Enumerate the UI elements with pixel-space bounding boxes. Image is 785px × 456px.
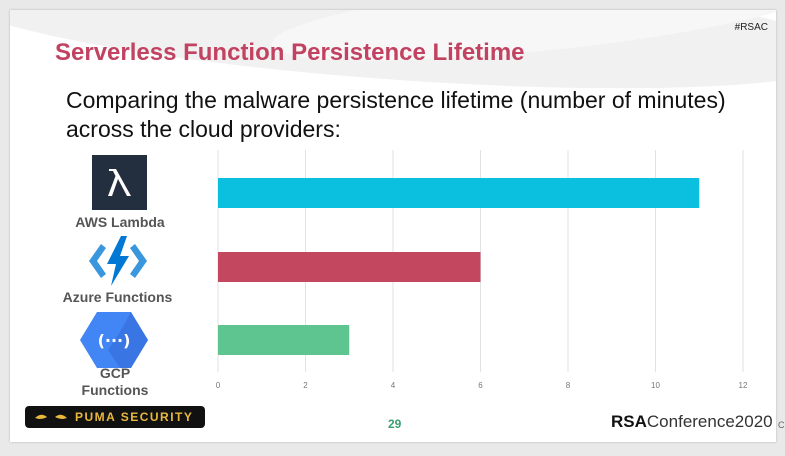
x-tick-label: 12 <box>739 381 748 390</box>
x-tick-label: 4 <box>391 381 396 390</box>
aws-lambda-icon <box>92 155 147 210</box>
rsa-conference-logo: RSAConference2020 <box>611 412 773 432</box>
puma-cat-icon <box>35 414 67 419</box>
svg-text:(···): (···) <box>98 331 131 350</box>
provider-label-azure: Azure Functions <box>62 289 173 305</box>
provider-label-aws: AWS Lambda <box>75 214 165 230</box>
x-tick-label: 8 <box>566 381 571 390</box>
page-number: 29 <box>388 417 402 431</box>
rsa-text: RSA <box>611 412 647 431</box>
edge-mark: C <box>778 420 785 430</box>
bars <box>218 178 700 355</box>
conference-text: Conference2020 <box>646 412 773 431</box>
x-tick-label: 0 <box>216 381 221 390</box>
x-tick-label: 10 <box>651 381 660 390</box>
slide-subtitle: Comparing the malware persistence lifeti… <box>66 87 726 142</box>
slide-title: Serverless Function Persistence Lifetime <box>55 39 525 66</box>
slide: #RSAC Serverless Function Persistence Li… <box>10 10 776 442</box>
puma-security-text: PUMA SECURITY <box>75 410 194 424</box>
gcp-functions-icon: (···) <box>80 310 148 370</box>
x-tick-labels: 0 2 4 6 8 10 12 <box>216 381 748 390</box>
azure-functions-icon <box>87 234 149 288</box>
bar-azure-functions <box>218 252 481 282</box>
bar-gcp-functions <box>218 325 350 355</box>
provider-label-gcp: GCP Functions <box>81 365 149 398</box>
puma-security-logo: PUMA SECURITY <box>25 406 205 428</box>
x-tick-label: 6 <box>478 381 483 390</box>
bar-aws-lambda <box>218 178 700 208</box>
hashtag: #RSAC <box>734 22 768 33</box>
bar-chart: 0 2 4 6 8 10 12 <box>216 150 748 390</box>
x-tick-label: 2 <box>303 381 308 390</box>
